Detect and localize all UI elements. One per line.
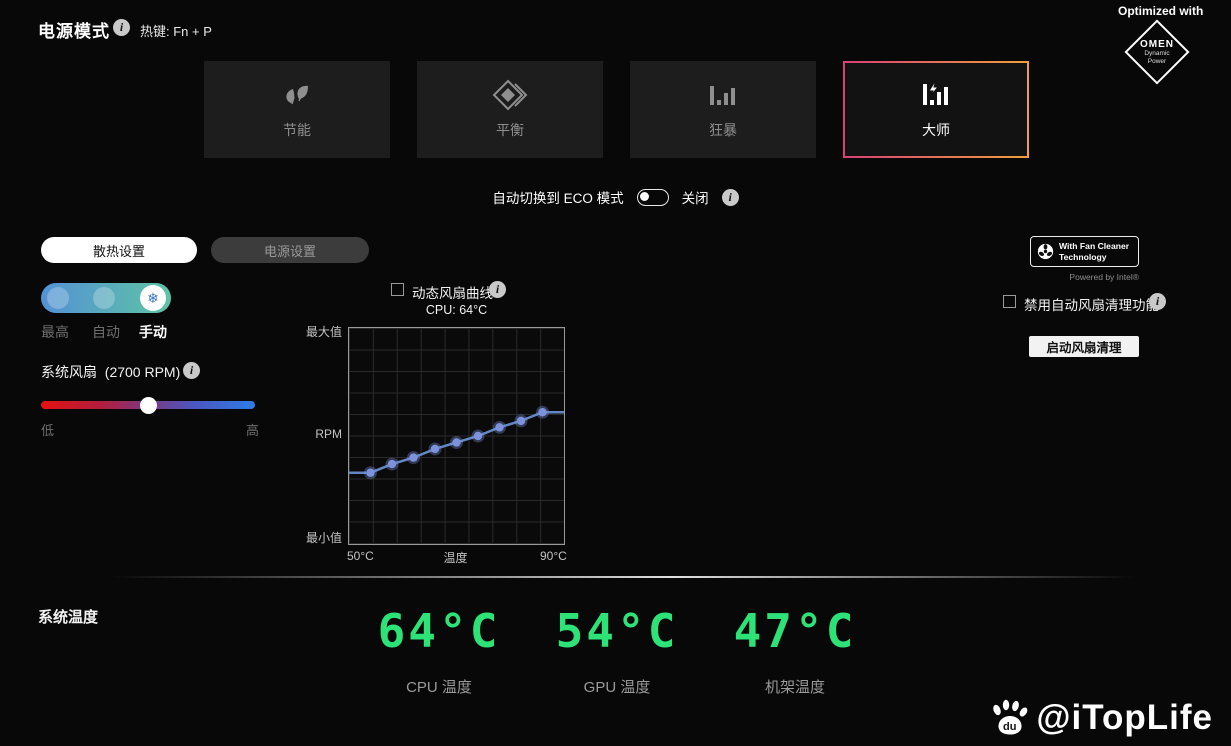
disable-fan-clean-checkbox[interactable] [1003,295,1016,308]
fan-curve-point[interactable] [409,453,418,462]
fan-curve-chart[interactable] [348,327,565,545]
chassis-temp-value: 47°C [733,604,857,658]
baidu-du-text: du [1003,721,1016,733]
mode-button-master[interactable]: 大师 [843,61,1029,158]
fan-mode-option-max[interactable]: 最高 [41,324,69,340]
eco-switch-label: 自动切换到 ECO 模式 [492,191,624,206]
fan-speed-slider-knob[interactable] [140,397,157,414]
fan-curve-point[interactable] [473,431,483,441]
chart-ylabel: RPM [315,427,342,441]
mode-button-eco[interactable]: 节能 [204,61,390,158]
system-fan-info-icon[interactable]: i [183,362,200,379]
cpu-temp-label: CPU 温度 [406,679,472,696]
powered-by-intel-label: Powered by Intel® [1069,272,1139,282]
mode-label: 狂暴 [709,122,737,138]
fan-curve-point[interactable] [430,444,440,454]
cpu-temp-value: 64°C [377,604,501,658]
chart-ymin-label: 最小值 [305,531,342,545]
leaf-icon [286,85,308,105]
chart-xlabel: 温度 [443,551,468,565]
fan-mode-stop-max[interactable] [47,287,69,309]
bars-bolt-icon [923,79,948,105]
fan-cleaner-badge-line1: With Fan Cleaner [1059,240,1130,251]
eco-info-icon[interactable]: i [721,188,739,206]
fan-curve-info-icon[interactable]: i [489,281,506,298]
section-divider [110,576,1135,578]
chart-ymax-label: 最大值 [305,325,342,339]
cpu-temp-block: 64°C CPU 温度 [339,608,539,697]
mode-button-performance[interactable]: 狂暴 [630,61,816,158]
fan-speed-max-label: 高 [246,423,260,438]
fan-cleaner-badge-line2: Technology [1059,251,1107,262]
eco-switch-row: 自动切换到 ECO 模式 关闭 i [0,186,1231,208]
fan-curve-point[interactable] [538,408,547,417]
start-fan-clean-button[interactable]: 启动风扇清理 [1029,336,1139,357]
omen-dynamic-power-badge: OMEN Dynamic Power [1122,17,1192,87]
mode-label: 节能 [283,122,311,138]
fan-mode-slider[interactable]: ❄ [41,283,171,313]
fan-icon [1037,243,1054,260]
tab-thermal-settings[interactable]: 散热设置 [41,237,197,263]
mode-label: 大师 [922,122,950,138]
dynamic-fan-curve-label: 动态风扇曲线 [412,286,493,301]
balance-icon [492,79,528,111]
fan-clean-info-icon[interactable]: i [1149,293,1166,310]
fan-cleaner-badge: With Fan Cleaner Technology [1030,236,1139,267]
power-mode-info-icon[interactable]: i [113,19,130,36]
snowflake-icon: ❄ [147,289,159,306]
disable-fan-clean-label: 禁用自动风扇清理功能 [1024,298,1159,313]
fan-mode-option-auto[interactable]: 自动 [92,324,120,340]
hotkey-label: 热键: Fn + P [140,24,212,39]
cpu-current-temp-label: CPU: 64°C [425,303,488,317]
gpu-temp-label: GPU 温度 [583,679,651,696]
watermark: du @iTopLife [988,696,1213,740]
watermark-text: @iTopLife [1036,698,1213,737]
system-temps-title: 系统温度 [38,609,99,626]
chart-xmin-label: 50°C [347,549,374,563]
fan-curve-point[interactable] [366,468,375,477]
toggle-knob [639,191,649,201]
chart-xmax-label: 90°C [540,549,567,563]
eco-toggle[interactable] [636,188,669,206]
system-fan-rpm: (2700 RPM) [104,364,181,380]
fan-mode-knob-manual[interactable]: ❄ [140,285,166,311]
mode-button-balanced[interactable]: 平衡 [417,61,603,158]
omen-brand-label: OMEN [1140,38,1174,50]
mode-label: 平衡 [496,122,524,138]
fan-curve-point[interactable] [452,438,461,447]
fan-curve-svg[interactable] [349,328,564,544]
optimized-with-caption: Optimized with [1118,4,1204,18]
fan-speed-min-label: 低 [41,423,55,438]
dynamic-power-label: Dynamic Power [1144,49,1170,65]
chassis-temp-block: 47°C 机架温度 [695,608,895,697]
dynamic-fan-curve-checkbox[interactable] [391,283,404,296]
baidu-paw-icon: du [993,699,1028,735]
fan-curve-point[interactable] [516,416,526,426]
chassis-temp-label: 机架温度 [764,679,825,696]
fan-mode-option-manual[interactable]: 手动 [139,324,167,340]
system-fan-label: 系统风扇 (2700 RPM) [41,364,181,380]
bars-icon [710,86,735,105]
page-title: 电源模式 [38,22,110,41]
gpu-temp-value: 54°C [555,604,679,658]
eco-state-label: 关闭 [681,191,709,206]
fan-curve-point[interactable] [495,423,504,432]
fan-curve-point[interactable] [387,459,397,469]
fan-mode-stop-auto[interactable] [93,287,115,309]
tab-power-settings[interactable]: 电源设置 [211,237,369,263]
gpu-temp-block: 54°C GPU 温度 [517,608,717,697]
